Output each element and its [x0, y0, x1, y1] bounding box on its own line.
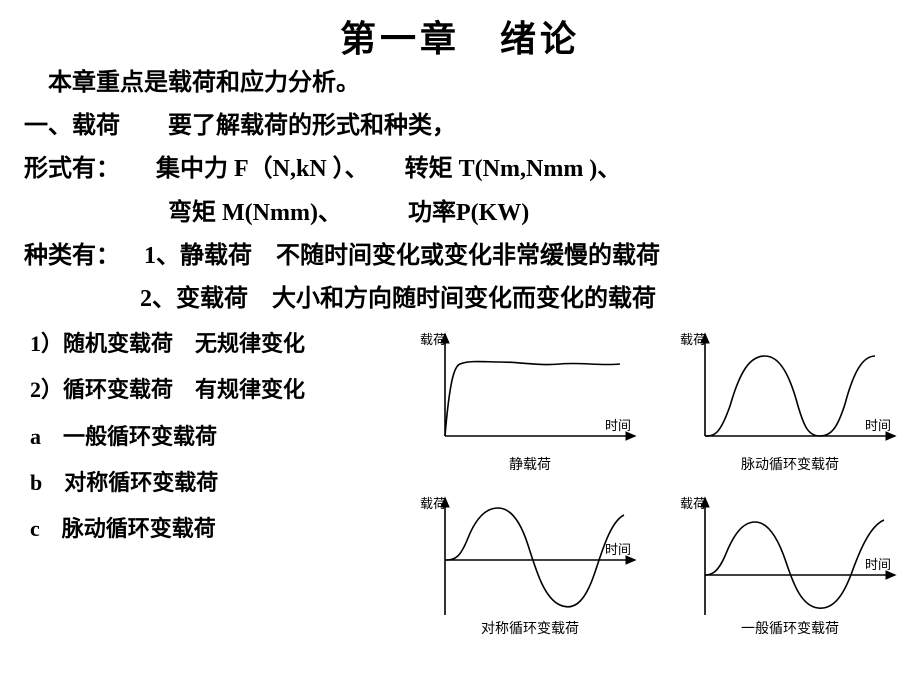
types-label: 种类有： — [24, 243, 120, 269]
types-item-variable: 2、变载荷 大小和方向随时间变化而变化的载荷 — [140, 286, 656, 312]
chart-pulse-load: 载荷 时间 脉动循环变载荷 — [670, 326, 910, 476]
types-item-static: 1、静载荷 不随时间变化或变化非常缓慢的载荷 — [144, 243, 660, 269]
chart-general-caption: 一般循环变载荷 — [670, 618, 910, 638]
forms-item-torque: 转矩 T(Nm,Nmm )、 — [405, 156, 622, 182]
section-1-heading: 一、载荷 要了解载荷的形式和种类， — [0, 105, 920, 148]
chart-static-svg: 载荷 时间 — [410, 326, 650, 456]
chart-general-load: 载荷 时间 一般循环变载荷 — [670, 490, 910, 640]
subtype-c: c 脉动循环变载荷 — [30, 506, 410, 552]
forms-label: 形式有： — [24, 156, 120, 182]
curve-static — [445, 362, 620, 437]
intro-text: 本章重点是载荷和应力分析。 — [0, 62, 920, 105]
forms-item-power: 功率P(KW) — [408, 200, 529, 226]
curve-symmetric — [445, 508, 624, 607]
chart-pulse-caption: 脉动循环变载荷 — [670, 454, 910, 474]
y-axis-label: 载荷 — [420, 332, 446, 347]
y-axis-label: 载荷 — [420, 496, 446, 511]
forms-line-2: 弯矩 M(Nmm)、 功率P(KW) — [0, 192, 920, 235]
x-axis-label: 时间 — [605, 542, 631, 557]
types-line-2: 2、变载荷 大小和方向随时间变化而变化的载荷 — [0, 278, 920, 321]
x-axis-label: 时间 — [865, 418, 891, 433]
curve-pulse — [705, 356, 875, 436]
chart-sym-caption: 对称循环变载荷 — [410, 618, 650, 638]
types-line-1: 种类有： 1、静载荷 不随时间变化或变化非常缓慢的载荷 — [0, 235, 920, 278]
forms-item-force: 集中力 F（N,kN ）、 — [156, 156, 369, 182]
page-title: 第一章 绪论 — [0, 0, 920, 62]
y-axis-label: 载荷 — [680, 332, 706, 347]
charts-grid: 载荷 时间 静载荷 载荷 时间 脉动循环变载荷 载荷 时间 — [410, 321, 920, 640]
chart-general-svg: 载荷 时间 — [670, 490, 910, 620]
x-axis-label: 时间 — [865, 557, 891, 572]
subtype-b: b 对称循环变载荷 — [30, 460, 410, 506]
chart-sym-svg: 载荷 时间 — [410, 490, 650, 620]
subtype-random: 1）随机变载荷 无规律变化 — [30, 321, 410, 367]
chart-static-caption: 静载荷 — [410, 454, 650, 474]
forms-line-1: 形式有： 集中力 F（N,kN ）、 转矩 T(Nm,Nmm )、 — [0, 148, 920, 191]
curve-general — [705, 520, 884, 608]
subtypes-list: 1）随机变载荷 无规律变化 2）循环变载荷 有规律变化 a 一般循环变载荷 b … — [0, 321, 410, 640]
x-axis-label: 时间 — [605, 418, 631, 433]
subtype-a: a 一般循环变载荷 — [30, 414, 410, 460]
y-axis-label: 载荷 — [680, 496, 706, 511]
chart-pulse-svg: 载荷 时间 — [670, 326, 910, 456]
chart-static-load: 载荷 时间 静载荷 — [410, 326, 650, 476]
forms-item-moment: 弯矩 M(Nmm)、 — [168, 200, 342, 226]
subtype-cyclic: 2）循环变载荷 有规律变化 — [30, 367, 410, 413]
chart-symmetric-load: 载荷 时间 对称循环变载荷 — [410, 490, 650, 640]
